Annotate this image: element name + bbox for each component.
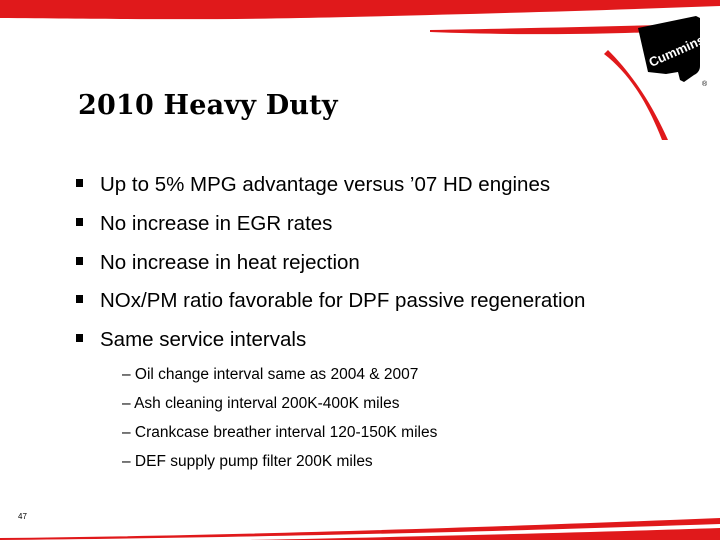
bullet-text: Up to 5% MPG advantage versus ’07 HD eng…: [100, 173, 551, 196]
bullet-text: No increase in heat rejection: [100, 251, 360, 274]
square-bullet-icon: [76, 257, 83, 265]
bullet-text: No increase in EGR rates: [100, 212, 333, 235]
sub-bullet-item: – DEF supply pump filter 200K miles: [122, 453, 373, 470]
page-number: 47: [18, 512, 27, 521]
slide-title: 2010 Heavy Duty: [78, 90, 338, 121]
square-bullet-icon: [76, 179, 83, 187]
bottom-swoosh-decoration: [0, 518, 720, 540]
square-bullet-icon: [76, 334, 83, 342]
top-swoosh-decoration: [0, 0, 720, 140]
sub-bullet-item: – Ash cleaning interval 200K-400K miles: [122, 395, 400, 412]
square-bullet-icon: [76, 218, 83, 226]
bullet-text: NOx/PM ratio favorable for DPF passive r…: [100, 289, 586, 312]
cummins-logo: Cummins ®: [638, 16, 708, 88]
registered-mark: ®: [702, 80, 708, 88]
sub-bullet-item: – Crankcase breather interval 120-150K m…: [122, 424, 438, 441]
sub-bullet-item: – Oil change interval same as 2004 & 200…: [122, 366, 419, 383]
square-bullet-icon: [76, 295, 83, 303]
bullet-text: Same service intervals: [100, 328, 307, 351]
